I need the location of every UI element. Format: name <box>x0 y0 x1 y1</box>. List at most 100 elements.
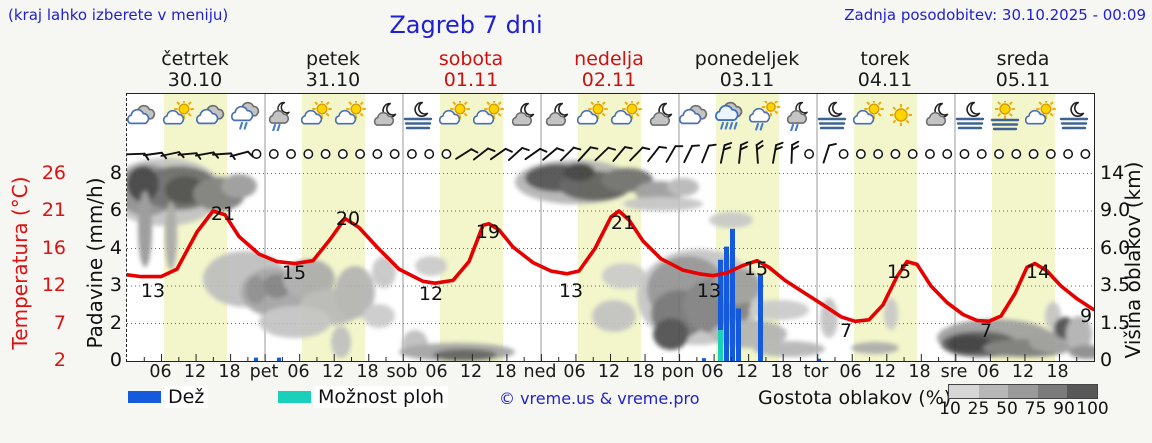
moon-cloud-drizzle-icon <box>268 101 290 131</box>
day-header: sobota 01.11 <box>438 48 504 91</box>
hour-label: 06 <box>287 362 310 382</box>
cloud-height-tick: 9.0 <box>1100 199 1131 221</box>
gradient-segment <box>1067 385 1097 398</box>
meteogram-chart <box>127 94 1094 361</box>
temp-tick: 7 <box>53 311 66 334</box>
temp-point-label: 9 <box>1079 305 1093 327</box>
page-title: Zagreb 7 dni <box>389 11 543 39</box>
hour-label: 12 <box>183 362 207 382</box>
temp-point-label: 20 <box>335 208 361 230</box>
moon-fog-icon <box>403 101 433 130</box>
sun-cloud-icon <box>300 101 332 125</box>
temp-point-label: 13 <box>696 280 722 302</box>
day-abbr-label: ned <box>523 362 557 382</box>
temp-point-label: 21 <box>210 203 236 225</box>
hour-label: 06 <box>563 362 586 382</box>
hour-label: 06 <box>977 362 1000 382</box>
day-header: petek 31.10 <box>305 48 361 91</box>
gradient-scale-label: 50 <box>996 399 1018 419</box>
temp-tick: 2 <box>53 349 66 371</box>
gradient-scale-label: 90 <box>1053 399 1075 419</box>
gradient-segment <box>1008 385 1038 398</box>
precip-tick: 0 <box>109 349 122 371</box>
cloudy-icon <box>126 104 156 125</box>
day-headers: četrtek 30.10 petek 31.10 sobota 01.11 nedelja… <box>126 49 1093 92</box>
temp-point-label: 7 <box>839 320 853 342</box>
day-header: četrtek 30.10 <box>161 48 229 91</box>
day-abbr-label: pon <box>661 362 695 382</box>
temp-point-label: 13 <box>558 280 584 302</box>
precip-tick: 2 <box>109 311 122 334</box>
temp-point-label: 13 <box>140 280 166 302</box>
moon-cloud-icon <box>545 102 569 126</box>
cloud-density-gradient <box>948 384 1098 399</box>
temp-point-label: 15 <box>743 258 769 280</box>
last-update-text: Zadnja posodobitev: 30.10.2025 - 00:09 <box>844 6 1146 24</box>
temp-point-label: 7 <box>979 320 993 342</box>
day-header: sreda 05.11 <box>995 48 1051 91</box>
showers-legend-swatch <box>278 391 311 403</box>
sunny-icon <box>890 104 912 126</box>
gradient-segment <box>978 385 1009 398</box>
plot-area <box>126 93 1095 362</box>
moon-fog-icon <box>817 101 847 130</box>
cloud-height-tick: 1.5 <box>1100 311 1131 334</box>
hour-label: 06 <box>149 362 172 382</box>
gradient-scale-label: 75 <box>1024 399 1047 419</box>
hour-label: 12 <box>597 362 621 382</box>
moon-fog-icon <box>955 101 985 130</box>
cloud-rain-icon <box>715 101 743 130</box>
moon-fog-icon <box>1059 101 1089 130</box>
temp-tick: 16 <box>41 236 66 259</box>
hour-label: 18 <box>908 362 931 382</box>
rain-legend-label: Dež <box>164 386 209 408</box>
location-hint: (kraj lahko izberete v meniju) <box>8 6 229 24</box>
sun-cloud-icon <box>576 101 608 125</box>
hour-label: 06 <box>839 362 862 382</box>
day-header: nedelja 02.11 <box>574 48 644 91</box>
credit-link[interactable]: © vreme.us & vreme.pro <box>499 389 700 408</box>
moon-cloud-icon <box>511 102 535 126</box>
gradient-scale-label: 100 <box>1076 399 1109 419</box>
sun-cloud-icon <box>852 101 884 125</box>
hour-label: 18 <box>218 362 241 382</box>
moon-cloud-icon <box>925 102 949 126</box>
moon-cloud-icon <box>649 102 673 126</box>
cloudy-icon <box>678 104 708 125</box>
sun-cloud-icon <box>472 101 504 125</box>
temp-point-label: 19 <box>475 221 501 243</box>
hour-label: 12 <box>321 362 345 382</box>
gradient-segment <box>1037 385 1068 398</box>
rain-legend-swatch <box>128 391 161 403</box>
day-abbr-label: sob <box>386 362 418 382</box>
sun-cloud-icon <box>162 101 194 125</box>
cloud-height-tick: 3.5 <box>1100 274 1131 296</box>
gradient-scale-label: 10 <box>939 399 961 419</box>
sun-cloud-icon <box>334 101 366 125</box>
sun-fog-icon <box>990 101 1020 131</box>
gradient-segment <box>949 385 979 398</box>
cloudy-icon <box>195 104 225 125</box>
precip-tick: 8 <box>109 161 122 184</box>
sun-cloud-icon <box>438 101 470 125</box>
hour-label: 18 <box>356 362 379 382</box>
hour-label: 18 <box>632 362 655 382</box>
cloud-height-tick: 14 <box>1100 161 1125 184</box>
temp-tick: 12 <box>41 274 66 296</box>
moon-cloud-drizzle-icon <box>786 101 808 131</box>
moon-cloud-icon <box>373 102 397 126</box>
sun-cloud-drizzle-icon <box>748 101 781 131</box>
day-abbr-label: tor <box>803 362 829 382</box>
hour-label: 06 <box>425 362 448 382</box>
hour-label: 18 <box>1046 362 1069 382</box>
hour-label: 18 <box>770 362 793 382</box>
day-header: torek 04.11 <box>857 48 913 91</box>
temp-point-label: 12 <box>418 283 444 305</box>
showers-legend-label: Možnost ploh <box>314 386 449 408</box>
temp-point-label: 14 <box>1025 261 1051 283</box>
hour-label: 12 <box>873 362 897 382</box>
temp-point-label: 15 <box>281 262 307 284</box>
cloud-drizzle-icon <box>230 101 260 130</box>
temp-tick: 26 <box>41 161 66 184</box>
